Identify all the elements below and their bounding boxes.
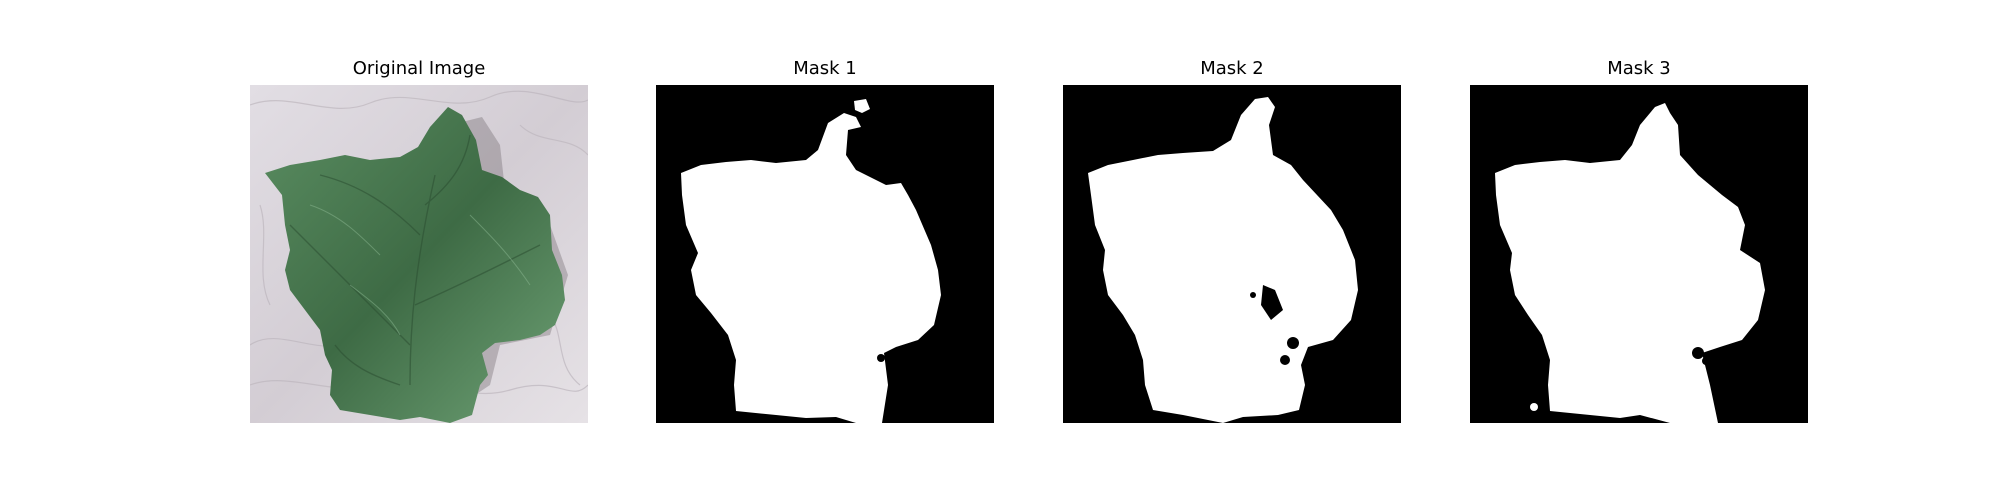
mask-3-image (1470, 85, 1808, 423)
mask-1-image (656, 85, 994, 423)
panel-title: Mask 1 (793, 58, 857, 79)
original-image (250, 85, 588, 423)
mask-2 (1063, 85, 1401, 423)
panel-title: Mask 2 (1200, 58, 1264, 79)
leaf-photo (250, 85, 588, 423)
panel-title: Mask 3 (1607, 58, 1671, 79)
leaf-shape (265, 107, 565, 423)
mask-1 (656, 85, 994, 423)
panel-title: Original Image (352, 58, 486, 79)
mask-3 (1470, 85, 1808, 423)
mask-2-image (1063, 85, 1401, 423)
